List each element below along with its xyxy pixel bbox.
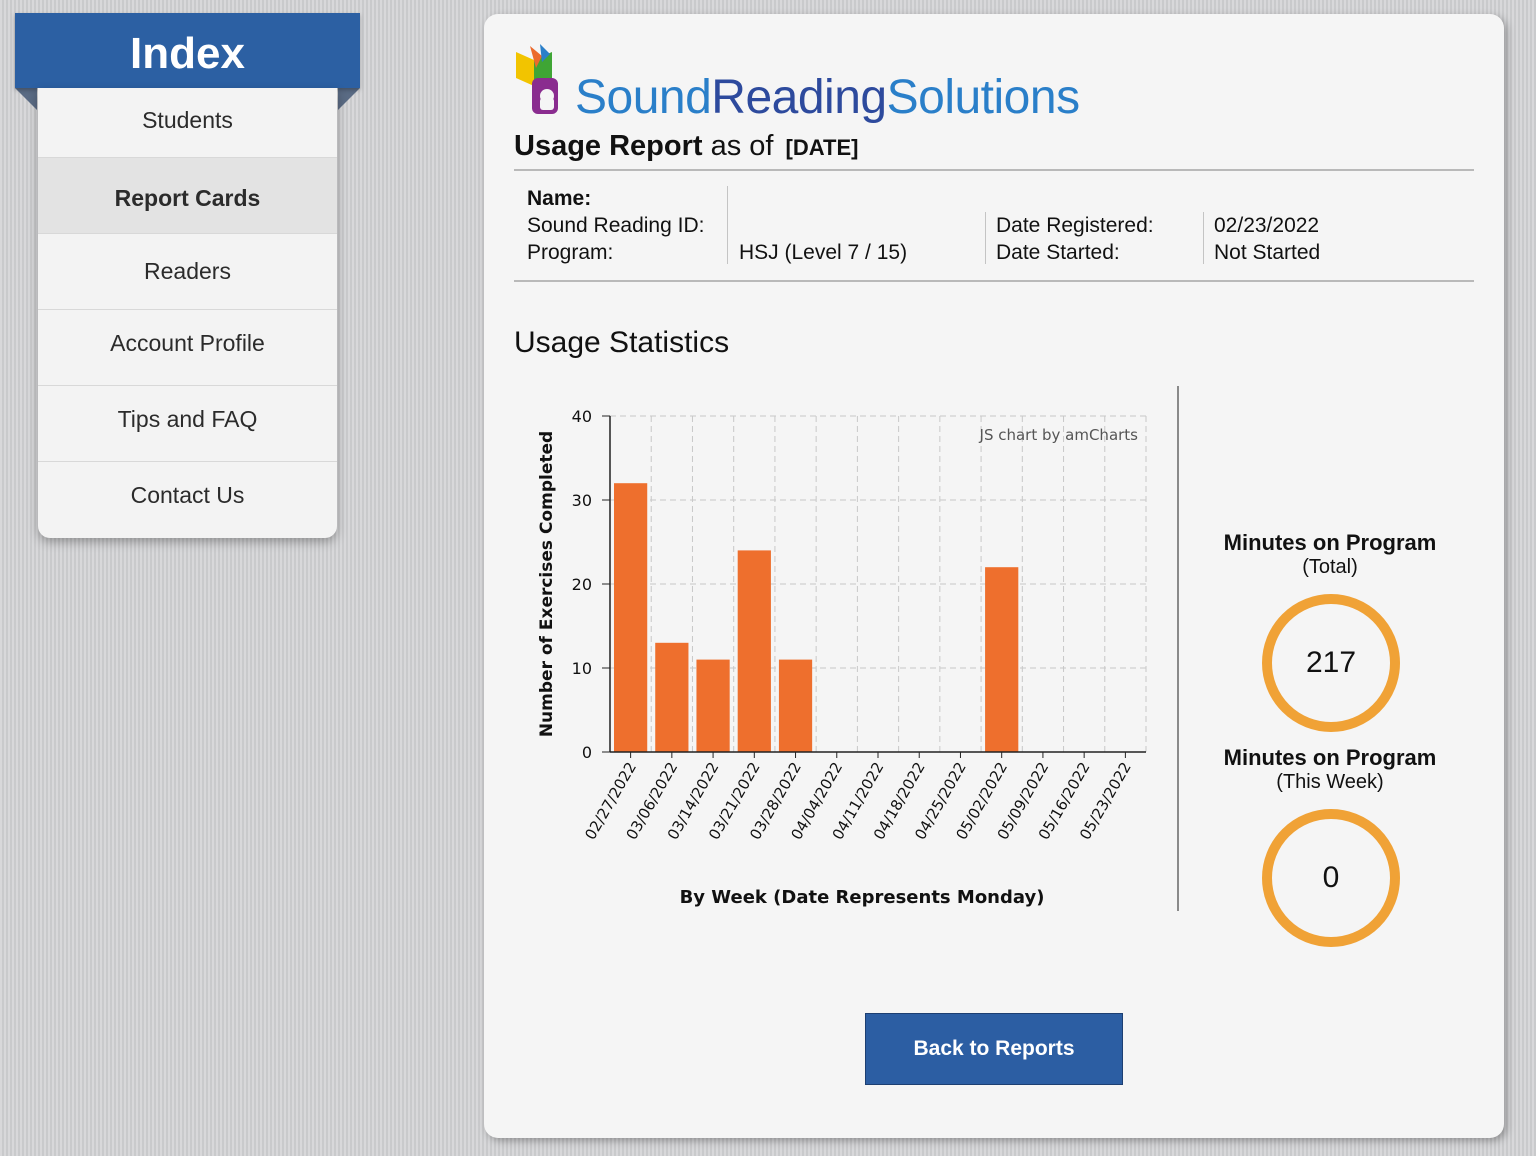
sidebar-item-readers[interactable]: Readers xyxy=(38,234,337,310)
bar xyxy=(614,483,648,752)
logo-word-reading: Reading xyxy=(711,71,887,124)
date-started-label: Date Started: xyxy=(996,241,1120,264)
sidebar-item-tips-and-faq[interactable]: Tips and FAQ xyxy=(38,386,337,462)
date-registered-label: Date Registered: xyxy=(996,214,1154,237)
back-to-reports-button[interactable]: Back to Reports xyxy=(865,1013,1123,1085)
week-minutes-subtitle: (This Week) xyxy=(1276,771,1384,793)
sound-reading-id-label: Sound Reading ID: xyxy=(527,214,705,237)
sidebar-item-account-profile[interactable]: Account Profile xyxy=(38,310,337,386)
title-strong: Usage Report xyxy=(514,130,703,162)
y-axis-title: Number of Exercises Completed xyxy=(537,431,557,737)
y-tick-label: 0 xyxy=(582,743,592,762)
y-tick-label: 10 xyxy=(572,659,592,678)
total-minutes-subtitle: (Total) xyxy=(1302,556,1358,578)
logo-word-sound: Sound xyxy=(575,71,712,124)
y-tick-label: 40 xyxy=(572,407,592,426)
sidebar-fold-left xyxy=(15,88,37,110)
stats-divider xyxy=(1177,386,1179,911)
bar xyxy=(778,659,813,752)
bar xyxy=(655,642,689,752)
date-started-value: Not Started xyxy=(1214,241,1321,264)
sidebar-item-students[interactable]: Students xyxy=(38,88,337,158)
book-logo-icon xyxy=(516,44,558,114)
info-separator-3 xyxy=(1203,212,1204,264)
program-label: Program: xyxy=(527,241,614,264)
amcharts-credit: JS chart by amCharts xyxy=(979,426,1139,444)
title-as-of: as of xyxy=(710,130,774,162)
total-minutes-title: Minutes on Program xyxy=(1223,530,1437,555)
report-panel: SoundReadingSolutions Usage Report as of… xyxy=(484,14,1504,1138)
program-value: HSJ (Level 7 / 15) xyxy=(739,241,908,264)
total-minutes-label: Minutes on Program (Total) xyxy=(1204,530,1456,579)
info-separator-1 xyxy=(727,186,728,264)
bar xyxy=(696,659,730,752)
bar xyxy=(737,550,771,752)
sidebar-item-contact-us[interactable]: Contact Us xyxy=(130,482,245,508)
week-minutes-title: Minutes on Program xyxy=(1223,745,1437,770)
sidebar-title: Index xyxy=(15,13,360,88)
sidebar-menu: Students Report Cards Readers Account Pr… xyxy=(38,88,337,538)
title-divider xyxy=(514,169,1474,171)
sound-reading-logo: SoundReadingSolutions xyxy=(514,42,1080,124)
usage-statistics-title: Usage Statistics xyxy=(514,326,730,359)
sidebar-item-report-cards[interactable]: Report Cards xyxy=(38,158,337,234)
week-minutes-ring: 0 xyxy=(1262,809,1400,947)
info-divider xyxy=(514,280,1474,282)
y-tick-label: 20 xyxy=(572,575,592,594)
page-title: Usage Report as of [DATE] xyxy=(514,130,858,163)
title-date: [DATE] xyxy=(785,135,859,160)
sidebar-fold-right xyxy=(338,88,360,110)
total-minutes-ring: 217 xyxy=(1262,594,1400,732)
x-axis-title: By Week (Date Represents Monday) xyxy=(680,887,1045,908)
bar xyxy=(985,567,1019,752)
info-separator-2 xyxy=(985,212,986,264)
exercises-bar-chart: 01020304002/27/202203/06/202203/14/20220… xyxy=(537,407,1147,908)
week-minutes-label: Minutes on Program (This Week) xyxy=(1204,745,1456,794)
date-registered-value: 02/23/2022 xyxy=(1214,214,1320,237)
y-tick-label: 30 xyxy=(572,491,592,510)
logo-wordmark: SoundReadingSolutions xyxy=(575,70,1080,125)
name-label: Name: xyxy=(527,187,592,210)
logo-word-solutions: Solutions xyxy=(886,71,1080,124)
